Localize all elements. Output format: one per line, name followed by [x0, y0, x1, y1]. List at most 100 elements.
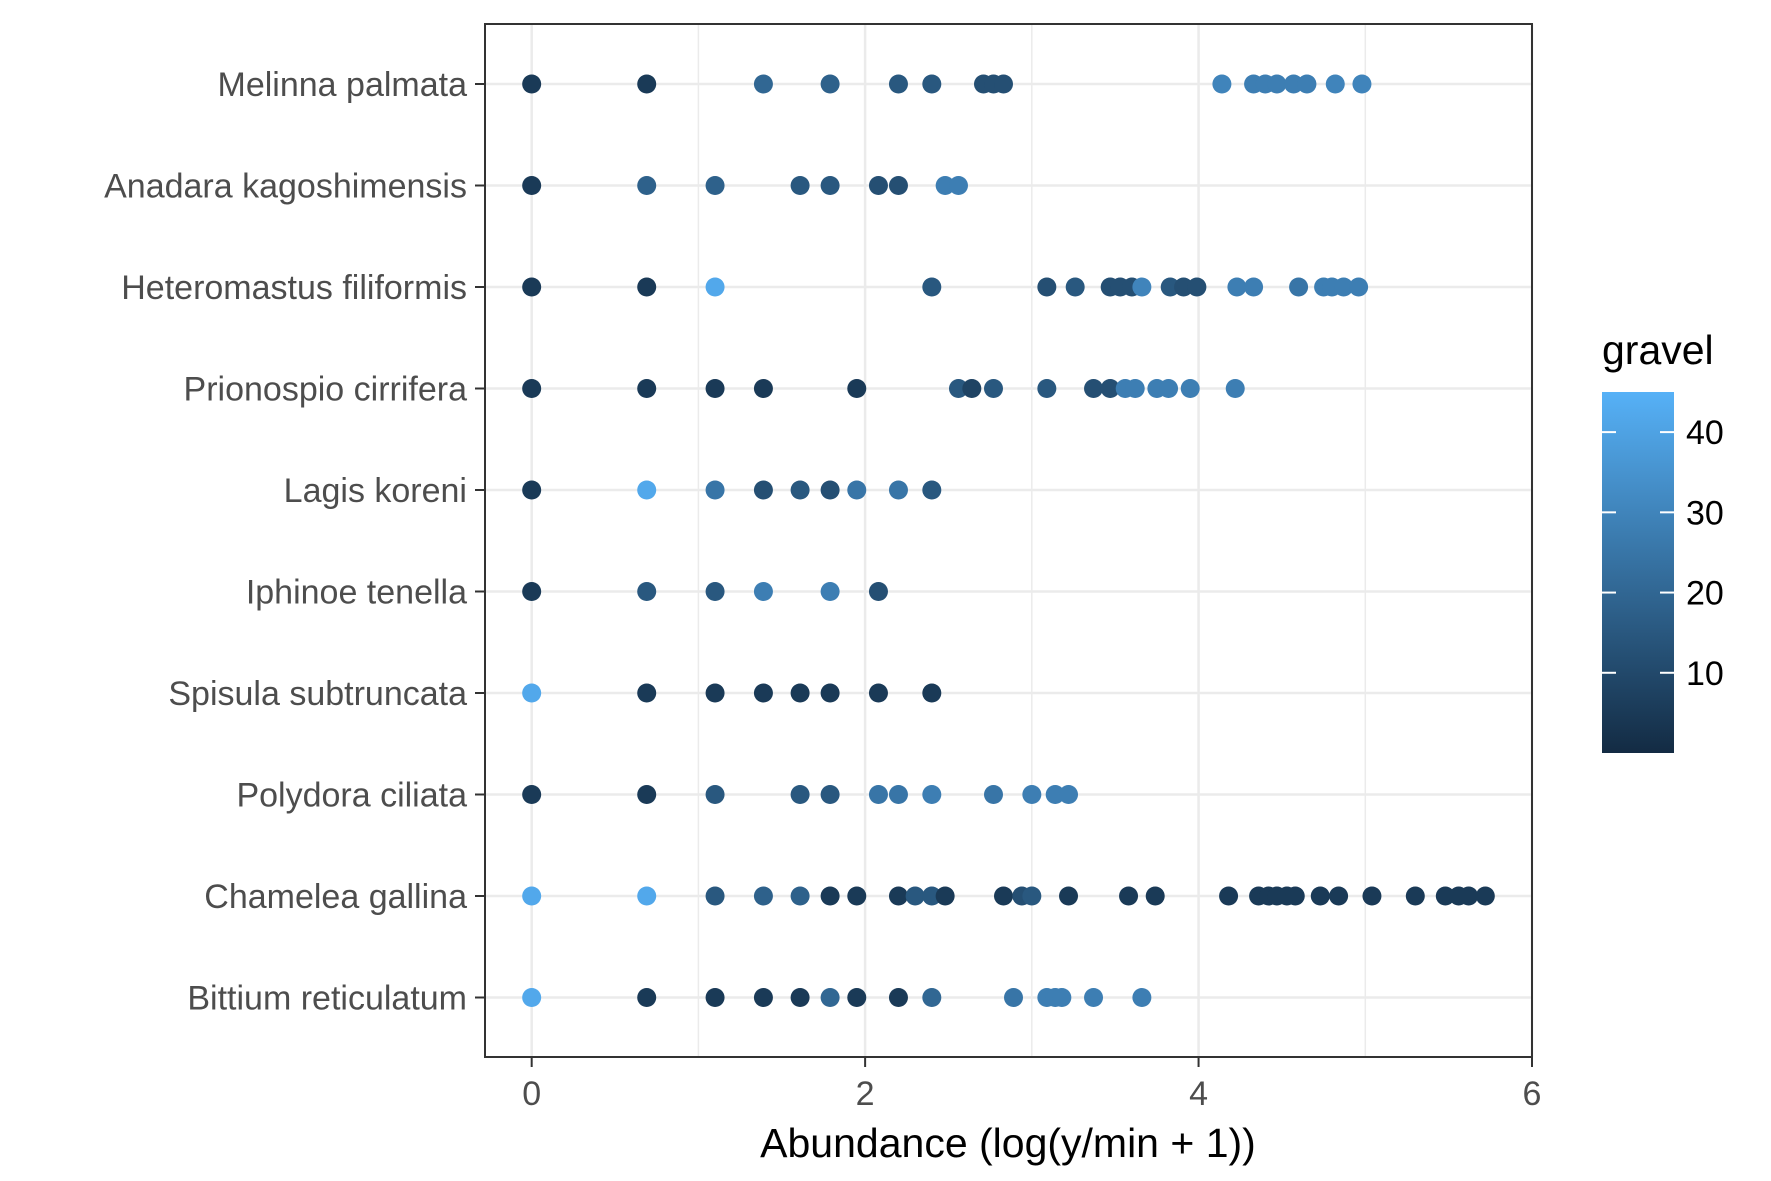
data-point: [1100, 379, 1120, 398]
data-point: [790, 480, 810, 500]
data-point: [993, 74, 1013, 94]
data-point: [705, 277, 725, 297]
data-point: [1435, 886, 1455, 906]
data-point: [637, 988, 657, 1007]
data-point: [705, 988, 725, 1007]
x-tick-label: 0: [522, 1075, 541, 1113]
data-point: [790, 176, 810, 195]
data-points: [522, 74, 1495, 1007]
data-point: [922, 988, 942, 1007]
data-point: [847, 886, 867, 906]
data-point: [790, 886, 810, 906]
data-point: [1037, 277, 1057, 297]
data-point: [790, 785, 810, 804]
data-point: [868, 176, 888, 195]
data-point: [922, 785, 942, 804]
data-point: [905, 886, 925, 906]
data-point: [1405, 886, 1425, 906]
legend-tick-label: 40: [1686, 414, 1724, 452]
data-point: [1180, 379, 1200, 398]
data-point: [1132, 988, 1152, 1007]
data-point: [888, 785, 908, 804]
data-point: [753, 683, 773, 703]
y-tick-label: Iphinoe tenella: [246, 574, 467, 612]
data-point: [753, 379, 773, 398]
data-point: [790, 683, 810, 703]
data-point: [1059, 886, 1079, 906]
data-point: [522, 379, 542, 398]
data-point: [637, 176, 657, 195]
data-point: [753, 74, 773, 94]
legend: gravel 10 20 30 40: [1602, 327, 1724, 753]
data-point: [637, 886, 657, 906]
data-point: [637, 379, 657, 398]
data-point: [1285, 886, 1305, 906]
data-point: [888, 176, 908, 195]
legend-tick-label: 30: [1686, 494, 1724, 532]
data-point: [753, 480, 773, 500]
data-point: [1022, 886, 1042, 906]
x-axis-title: Abundance (log(y/min + 1)): [760, 1120, 1256, 1166]
data-point: [1329, 886, 1349, 906]
data-point: [1325, 74, 1345, 94]
y-tick-label: Spisula subtruncata: [168, 675, 467, 713]
x-axis: 0 2 4 6: [522, 1057, 1541, 1113]
data-point: [1212, 74, 1232, 94]
data-point: [1145, 886, 1165, 906]
y-tick-label: Melinna palmata: [218, 66, 468, 104]
data-point: [1362, 886, 1382, 906]
data-point: [1159, 379, 1179, 398]
data-point: [948, 379, 968, 398]
data-point: [993, 886, 1013, 906]
data-point: [868, 582, 888, 601]
data-point: [637, 480, 657, 500]
data-point: [820, 480, 840, 500]
data-point: [753, 886, 773, 906]
legend-title: gravel: [1602, 327, 1714, 373]
data-point: [705, 785, 725, 804]
data-point: [705, 379, 725, 398]
data-point: [962, 379, 982, 398]
data-point: [1004, 988, 1024, 1007]
data-point: [1125, 379, 1145, 398]
data-point: [637, 277, 657, 297]
data-point: [753, 582, 773, 601]
data-point: [1475, 886, 1495, 906]
data-point: [1227, 277, 1247, 297]
legend-colorbar: [1602, 392, 1674, 753]
data-point: [1052, 988, 1072, 1007]
data-point: [983, 785, 1003, 804]
legend-ticks: 10 20 30 40: [1602, 414, 1724, 693]
data-point: [1160, 277, 1180, 297]
data-point: [522, 277, 542, 297]
y-tick-label: Heteromastus filiformis: [121, 269, 467, 307]
data-point: [705, 582, 725, 601]
data-point: [922, 74, 942, 94]
data-point: [1174, 277, 1194, 297]
data-point: [1297, 74, 1317, 94]
data-point: [1132, 277, 1152, 297]
data-point: [820, 785, 840, 804]
data-point: [820, 988, 840, 1007]
data-point: [935, 176, 955, 195]
data-point: [868, 785, 888, 804]
data-point: [1352, 74, 1372, 94]
data-point: [1084, 379, 1104, 398]
data-point: [522, 785, 542, 804]
x-tick-label: 4: [1189, 1075, 1208, 1113]
data-point: [922, 886, 942, 906]
data-point: [1084, 988, 1104, 1007]
panel-border: [484, 23, 1533, 1058]
y-tick-label: Anadara kagoshimensis: [104, 168, 467, 206]
data-point: [888, 74, 908, 94]
data-point: [522, 74, 542, 94]
data-point: [637, 582, 657, 601]
data-point: [522, 480, 542, 500]
y-tick-label: Prionospio cirrifera: [184, 371, 468, 409]
data-point: [847, 379, 867, 398]
y-tick-label: Polydora ciliata: [236, 777, 467, 815]
y-tick-label: Bittium reticulatum: [187, 980, 467, 1018]
data-point: [522, 683, 542, 703]
data-point: [1119, 886, 1139, 906]
